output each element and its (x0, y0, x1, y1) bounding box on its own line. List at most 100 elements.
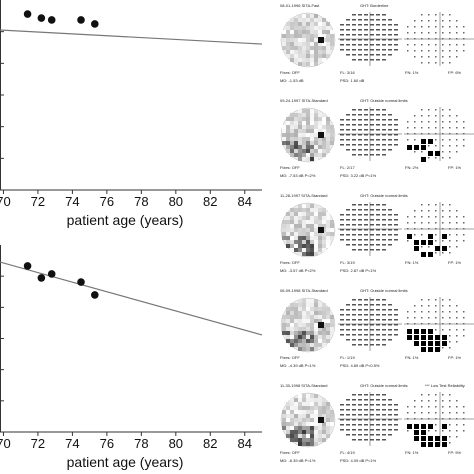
prob-cell (456, 418, 458, 420)
threshold-cell (394, 34, 398, 36)
grayscale-cell (286, 22, 290, 26)
threshold-cell (364, 439, 368, 441)
threshold-cell (382, 24, 386, 26)
prob-cell (442, 341, 447, 346)
panel-md: MD: -7.53 dB P<2% (280, 173, 316, 178)
prob-cell (421, 20, 423, 22)
threshold-cell (388, 244, 392, 246)
grayscale-cell (306, 216, 310, 220)
grayscale-cell (306, 121, 310, 125)
grayscale-cell (310, 331, 314, 335)
threshold-cell (352, 344, 356, 346)
prob-cell (428, 400, 430, 402)
grayscale-cell (282, 34, 286, 38)
grayscale-cell (318, 311, 322, 315)
grayscale-cell (318, 46, 322, 50)
grayscale-cell (298, 327, 302, 331)
grayscale-cell (286, 46, 290, 50)
panel-fl: FL: 2/17 (340, 165, 355, 170)
grayscale-cell (298, 54, 302, 58)
grayscale-cell (290, 46, 294, 50)
grayscale-cell (318, 307, 322, 311)
threshold-cell (370, 439, 374, 441)
threshold-cell (388, 129, 392, 131)
prob-cell (414, 151, 416, 153)
prob-cell (449, 38, 451, 40)
prob-cell (421, 347, 426, 352)
threshold-cell (358, 429, 362, 431)
prob-cell (442, 32, 444, 34)
prob-cell (463, 234, 465, 236)
threshold-cell (364, 309, 368, 311)
grayscale-cell (314, 406, 318, 410)
prob-cell (428, 109, 430, 111)
grayscale-cell (310, 347, 314, 351)
threshold-cell (394, 429, 398, 431)
data-point (77, 16, 85, 24)
threshold-cell (376, 114, 380, 116)
grayscale-cell (290, 220, 294, 224)
threshold-cell (382, 134, 386, 136)
threshold-cell (370, 434, 374, 436)
prob-cell (435, 210, 437, 212)
prob-cell (428, 329, 433, 334)
data-point (91, 20, 99, 28)
threshold-cell (382, 409, 386, 411)
grayscale-cell (290, 319, 294, 323)
grayscale-cell (286, 224, 290, 228)
prob-cell (442, 133, 444, 135)
grayscale-cell (306, 62, 310, 66)
grayscale-cell (302, 414, 306, 418)
threshold-cell (382, 344, 386, 346)
grayscale-cell (322, 331, 326, 335)
threshold-cell (388, 409, 392, 411)
grayscale-cell (282, 228, 286, 232)
prob-cell (421, 299, 423, 301)
grayscale-cell (286, 212, 290, 216)
threshold-cell (388, 324, 392, 326)
grayscale-cell (290, 22, 294, 26)
prob-cell (428, 32, 430, 34)
grayscale-cell (310, 430, 314, 434)
prob-cell (421, 400, 423, 402)
grayscale-cell (294, 145, 298, 149)
threshold-cell (394, 319, 398, 321)
grayscale-cell (318, 426, 322, 430)
grayscale-cell (290, 212, 294, 216)
grayscale-cell (294, 434, 298, 438)
grayscale-cell (318, 414, 322, 418)
grayscale-cell (294, 129, 298, 133)
threshold-cell (358, 434, 362, 436)
threshold-cell (346, 339, 350, 341)
grayscale-cell (298, 50, 302, 54)
threshold-cell (370, 214, 374, 216)
prob-cell (456, 305, 458, 307)
threshold-cell (364, 204, 368, 206)
threshold-cell (346, 309, 350, 311)
prob-cell (435, 38, 437, 40)
grayscale-cell (298, 224, 302, 228)
grayscale-cell (282, 236, 286, 240)
grayscale-cell (314, 14, 318, 18)
grayscale-cell (298, 42, 302, 46)
prob-cell (442, 121, 444, 123)
panel-psd: PSD: 4.09 dB P<1% (340, 458, 377, 463)
grayscale-cell (306, 224, 310, 228)
prob-cell (449, 127, 451, 129)
prob-cell (463, 127, 465, 129)
grayscale-cell (318, 149, 322, 153)
threshold-cell (364, 54, 368, 56)
grayscale-cell (306, 22, 310, 26)
x-tick-label: 82 (203, 194, 217, 209)
grayscale-cell (298, 236, 302, 240)
trend-line (0, 29, 263, 45)
threshold-cell (382, 229, 386, 231)
threshold-cell (340, 404, 344, 406)
grayscale-cell (302, 153, 306, 157)
grayscale-cell (286, 410, 290, 414)
panel-fp: FP: 6% (448, 70, 462, 75)
grayscale-cell (322, 398, 326, 402)
prob-cell (407, 32, 409, 34)
threshold-cell (382, 19, 386, 21)
grayscale-cell (310, 319, 314, 323)
